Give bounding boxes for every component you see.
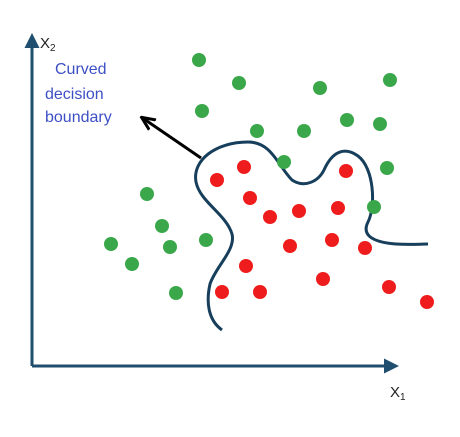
green-point bbox=[199, 233, 213, 247]
red-point bbox=[339, 164, 353, 178]
green-point bbox=[340, 113, 354, 127]
red-points bbox=[210, 160, 434, 309]
green-point bbox=[192, 53, 206, 67]
green-point bbox=[250, 124, 264, 138]
annotation-line-2: decision bbox=[45, 86, 104, 103]
green-point bbox=[313, 81, 327, 95]
green-point bbox=[373, 117, 387, 131]
y-axis-label: X2 bbox=[40, 35, 56, 54]
green-point bbox=[104, 237, 118, 251]
red-point bbox=[331, 201, 345, 215]
red-point bbox=[283, 239, 297, 253]
red-point bbox=[263, 210, 277, 224]
green-points bbox=[104, 53, 397, 300]
red-point bbox=[292, 204, 306, 218]
x-axis-label: X1 bbox=[390, 384, 406, 403]
red-point bbox=[325, 233, 339, 247]
red-point bbox=[382, 280, 396, 294]
red-point bbox=[420, 295, 434, 309]
annotation-text: Curved decision boundary bbox=[45, 61, 112, 126]
annotation-line-1: Curved bbox=[55, 61, 107, 78]
red-point bbox=[215, 285, 229, 299]
green-point bbox=[383, 73, 397, 87]
red-point bbox=[358, 241, 372, 255]
green-point bbox=[140, 187, 154, 201]
x-axis-label-subscript: 1 bbox=[400, 392, 406, 403]
y-axis-label-main: X bbox=[40, 35, 50, 52]
decision-boundary-curve bbox=[194, 140, 429, 332]
green-point bbox=[367, 200, 381, 214]
green-point bbox=[195, 104, 209, 118]
green-point bbox=[169, 286, 183, 300]
green-point bbox=[125, 257, 139, 271]
green-point bbox=[297, 124, 311, 138]
y-axis-label-subscript: 2 bbox=[50, 43, 56, 54]
red-point bbox=[210, 173, 224, 187]
green-point bbox=[232, 76, 246, 90]
red-point bbox=[316, 272, 330, 286]
red-point bbox=[243, 191, 257, 205]
annotation-arrow bbox=[144, 119, 202, 160]
green-point bbox=[277, 155, 291, 169]
x-axis-label-main: X bbox=[390, 384, 400, 401]
red-point bbox=[239, 259, 253, 273]
green-point bbox=[155, 219, 169, 233]
red-point bbox=[253, 285, 267, 299]
green-point bbox=[380, 161, 394, 175]
green-point bbox=[163, 240, 177, 254]
red-point bbox=[237, 160, 251, 174]
annotation-line-3: boundary bbox=[45, 109, 112, 126]
